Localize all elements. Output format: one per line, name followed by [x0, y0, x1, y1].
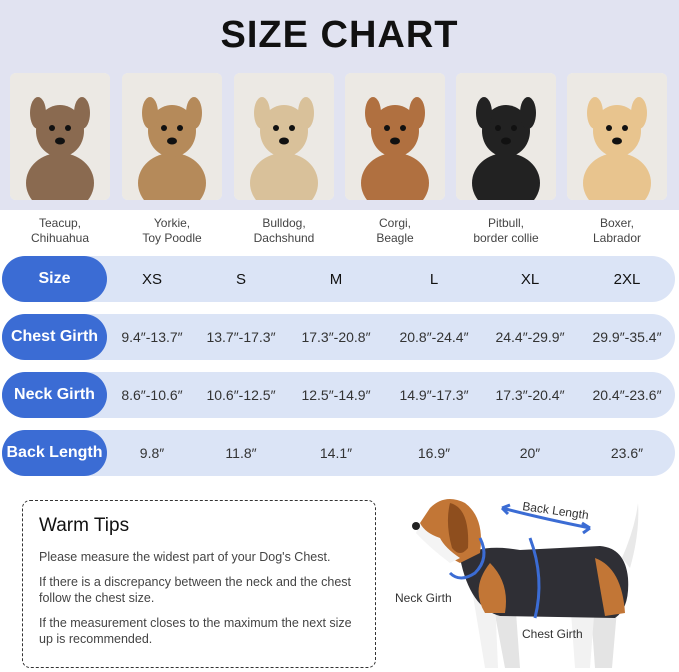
- header-band: [0, 0, 679, 210]
- cell-chest-girth: 9.4″-13.7″: [121, 329, 183, 345]
- dog-photo: [122, 73, 222, 200]
- measurement-arrows: [448, 503, 591, 619]
- back-length-label: Back Length: [522, 499, 590, 522]
- breed-line: Dachshund: [253, 231, 315, 245]
- row-neck-girth: Neck Girth 8.6″-10.6″ 10.6″-12.5″ 12.5″-14.…: [2, 372, 675, 418]
- cell-neck-girth: 12.5″-14.9″: [301, 387, 371, 403]
- cell-back-length: 14.1″: [319, 445, 353, 461]
- dog-photo-placeholder: [122, 73, 222, 200]
- tip-item: Please measure the widest part of your D…: [39, 550, 331, 564]
- breed-label: Pitbull, border collie: [446, 216, 566, 246]
- chest-girth-arrow: [528, 537, 541, 619]
- neck-girth-label: Neck Girth: [395, 591, 452, 605]
- dog-measurement-diagram: Back Length Neck Girth Chest Girth: [395, 499, 639, 668]
- cell-size: M: [329, 270, 343, 288]
- tip-item: If there is a discrepancy between the ne…: [39, 575, 351, 605]
- breed-line: Beagle: [376, 231, 414, 245]
- cell-neck-girth: 8.6″-10.6″: [121, 387, 183, 403]
- cell-size: L: [429, 270, 439, 288]
- dog-photo: [345, 73, 445, 200]
- row-label: Chest Girth: [2, 314, 107, 360]
- dog-photo: [567, 73, 667, 200]
- cell-size: XL: [520, 270, 540, 288]
- beagle-illustration: [412, 499, 639, 668]
- breed-line: Teacup,: [38, 216, 82, 230]
- cell-chest-girth: 29.9″-35.4″: [592, 329, 662, 345]
- back-length-arrow: [501, 506, 591, 530]
- dog-photo: [456, 73, 556, 200]
- dog-photo: [10, 73, 110, 200]
- page-title: SIZE CHART: [220, 14, 459, 56]
- cell-chest-girth: 24.4″-29.9″: [495, 329, 565, 345]
- cell-size: S: [235, 270, 246, 288]
- breed-line: Pitbull,: [487, 216, 525, 230]
- cell-chest-girth: 17.3″-20.8″: [301, 329, 371, 345]
- cell-neck-girth: 17.3″-20.4″: [495, 387, 565, 403]
- breed-line: border collie: [473, 231, 539, 245]
- row-back-length: Back Length 9.8″ 11.8″ 14.1″ 16.9″ 20″ 23.6″: [2, 430, 675, 476]
- breed-line: Chihuahua: [30, 231, 90, 245]
- tips-title: Warm Tips: [39, 515, 130, 536]
- cell-back-length: 11.8″: [225, 445, 257, 461]
- dog-photo-placeholder: [234, 73, 334, 200]
- chest-girth-label: Chest Girth: [522, 627, 583, 641]
- tip-item: If the measurement closes to the maximum…: [39, 616, 352, 646]
- cell-size: XS: [141, 270, 162, 288]
- dog-photo-placeholder: [456, 73, 556, 200]
- cell-back-length: 9.8″: [139, 445, 165, 461]
- cell-size: 2XL: [613, 270, 641, 288]
- row-chest-girth: Chest Girth 9.4″-13.7″ 13.7″-17.3″ 17.3″-20…: [2, 314, 675, 360]
- row-label: Size: [2, 256, 107, 302]
- dog-photo-placeholder: [10, 73, 110, 200]
- dog-photo-placeholder: [567, 73, 667, 200]
- breed-line: Labrador: [592, 231, 642, 245]
- breed-line: Bulldog,: [262, 216, 306, 230]
- cell-neck-girth: 10.6″-12.5″: [206, 387, 276, 403]
- warm-tips-box: Warm Tips Please measure the widest part…: [22, 500, 376, 668]
- breed-label: Corgi, Beagle: [335, 216, 455, 246]
- breed-label: Bulldog, Dachshund: [224, 216, 344, 246]
- cell-back-length: 16.9″: [417, 445, 451, 461]
- breed-label: Boxer, Labrador: [557, 216, 677, 246]
- breed-label: Yorkie, Toy Poodle: [112, 216, 232, 246]
- dog-photo: [234, 73, 334, 200]
- breed-line: Yorkie,: [153, 216, 191, 230]
- cell-back-length: 20″: [519, 445, 541, 461]
- breed-line: Corgi,: [378, 216, 411, 230]
- cell-neck-girth: 14.9″-17.3″: [399, 387, 469, 403]
- breed-line: Toy Poodle: [142, 231, 202, 245]
- cell-neck-girth: 20.4″-23.6″: [592, 387, 662, 403]
- row-size: Size XS S M L XL 2XL: [2, 256, 675, 302]
- neck-girth-arrow: [448, 537, 486, 580]
- dog-photo-placeholder: [345, 73, 445, 200]
- row-label: Neck Girth: [2, 372, 107, 418]
- row-label: Back Length: [2, 430, 107, 476]
- cell-back-length: 23.6″: [610, 445, 644, 461]
- breed-label: Teacup, Chihuahua: [0, 216, 120, 246]
- cell-chest-girth: 20.8″-24.4″: [399, 329, 469, 345]
- cell-chest-girth: 13.7″-17.3″: [206, 329, 276, 345]
- breed-line: Boxer,: [599, 216, 635, 230]
